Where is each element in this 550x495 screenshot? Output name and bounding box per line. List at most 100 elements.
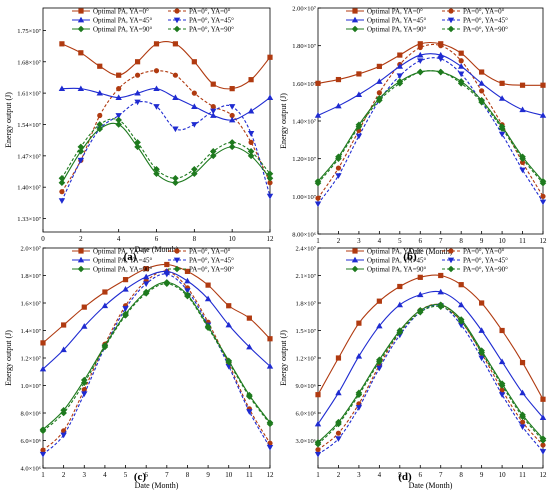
legend-label: Optimal PA, YA=0° (367, 8, 423, 16)
data-point (396, 80, 404, 87)
data-point (191, 90, 197, 96)
data-point (519, 82, 526, 88)
x-tick-label: 9 (480, 237, 484, 245)
legend-label: PA=0°, YA=45° (189, 17, 234, 25)
data-point (417, 44, 423, 51)
series-opt45 (314, 51, 547, 118)
data-point (539, 199, 547, 206)
legend-marker (352, 248, 358, 254)
y-tick-label: 1.54×10⁷ (17, 122, 41, 129)
series-line (42, 263, 271, 344)
y-tick-label: 9.0×10⁶ (295, 383, 316, 390)
series-opt90 (58, 121, 274, 187)
data-point (153, 68, 160, 74)
x-tick-label: 11 (246, 471, 253, 479)
series-pa0 (59, 68, 273, 195)
data-point (355, 352, 363, 359)
data-point (437, 288, 444, 295)
series-pa45 (314, 303, 547, 458)
series-pa45 (314, 56, 547, 208)
data-point (122, 286, 129, 292)
data-point (61, 322, 67, 328)
data-point (315, 80, 321, 86)
series-line (42, 281, 271, 430)
legend-marker (78, 248, 84, 254)
data-point (153, 85, 160, 92)
data-point (266, 170, 274, 178)
data-point (248, 77, 254, 83)
legend: Optimal PA, YA=0° PA=0°, YA=0° Optimal PA,… (346, 8, 508, 34)
x-tick-label: 6 (144, 471, 148, 479)
data-point (437, 56, 444, 63)
legend-marker (77, 25, 85, 33)
data-point (77, 143, 85, 151)
data-point (246, 315, 252, 321)
data-point (59, 189, 65, 195)
data-point (134, 59, 141, 65)
legend-label: PA=0°, YA=0° (189, 8, 231, 16)
data-point (266, 363, 274, 369)
data-point (498, 95, 506, 101)
data-point (397, 283, 403, 290)
data-point (539, 112, 547, 118)
data-point (191, 122, 198, 128)
data-point (539, 414, 547, 420)
data-point (335, 76, 342, 83)
data-point (191, 59, 197, 65)
data-point (247, 152, 255, 160)
chart-panel-4: 1 2 3 4 5 6 7 8 9 10 11 123.0×10⁶6.0×10⁶9.0×10⁶1.2×… (279, 246, 547, 491)
data-point (335, 155, 342, 162)
data-point (315, 195, 321, 201)
x-tick-label: 8 (459, 237, 463, 245)
panel-label: (d) (398, 471, 412, 483)
data-point (77, 157, 85, 164)
series-opt90 (314, 68, 547, 185)
series-opt0 (59, 41, 273, 92)
data-point (499, 80, 505, 86)
data-point (498, 358, 506, 365)
legend-marker (351, 25, 359, 33)
legend-label: Optimal PA, YA=45° (367, 257, 427, 265)
data-point (519, 419, 526, 425)
x-tick-label: 8 (459, 471, 463, 479)
data-point (540, 396, 546, 402)
data-point (417, 274, 423, 280)
data-point (228, 116, 236, 123)
data-point (116, 72, 122, 78)
data-point (172, 179, 179, 187)
data-point (96, 89, 103, 96)
y-tick-label: 1.2×10⁷ (295, 356, 316, 363)
x-tick-label: 2 (79, 235, 83, 243)
y-tick-label: 1.68×10⁷ (17, 59, 41, 66)
data-point (228, 139, 236, 146)
data-point (376, 90, 382, 96)
series-line (317, 274, 544, 400)
legend-marker (173, 257, 181, 264)
series-line (317, 290, 544, 425)
series-pa90 (314, 303, 547, 448)
legend-label: PA=0°, YA=45° (189, 257, 234, 265)
data-point (210, 103, 216, 110)
legend-marker (351, 16, 359, 23)
legend-label: Optimal PA, YA=0° (93, 248, 149, 256)
series-line (317, 304, 544, 455)
data-point (266, 94, 274, 100)
data-point (397, 52, 403, 58)
data-point (247, 131, 255, 137)
legend-label: PA=0°, YA=45° (463, 17, 508, 25)
y-tick-label: 1.2×10⁷ (20, 356, 41, 363)
x-tick-label: 7 (165, 471, 169, 479)
series-pa45 (58, 99, 274, 204)
data-point (209, 148, 217, 155)
data-point (539, 437, 547, 444)
y-tick-label: 1.8×10⁷ (20, 273, 41, 280)
data-point (417, 58, 424, 64)
series-pa0 (315, 302, 546, 453)
data-point (266, 444, 274, 451)
series-opt0 (40, 261, 273, 346)
data-point (191, 103, 198, 109)
data-point (314, 112, 322, 118)
series-line (42, 273, 271, 455)
x-axis-label: Date (Month) (135, 245, 179, 254)
